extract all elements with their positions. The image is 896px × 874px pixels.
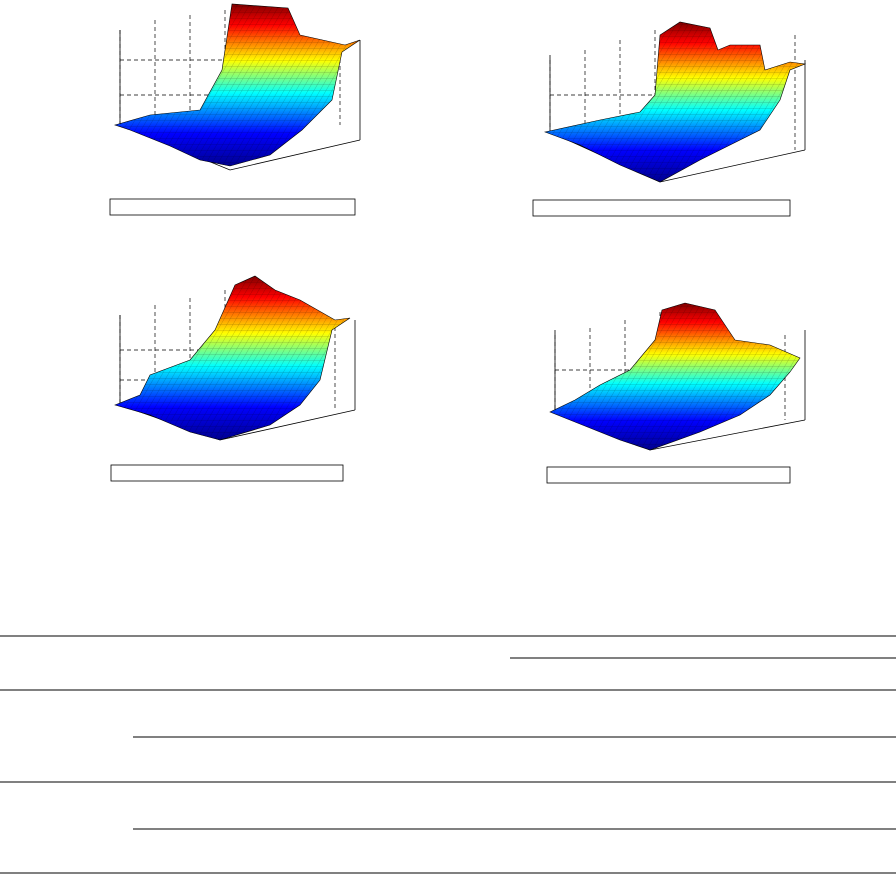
surface-plot	[543, 21, 807, 183]
axis-grid	[119, 10, 341, 125]
surface-plot	[549, 302, 806, 451]
colorbar	[546, 466, 791, 484]
table	[0, 635, 896, 874]
surface-mesh	[550, 303, 800, 450]
surface-mesh	[115, 4, 360, 166]
surface-plot	[114, 275, 356, 441]
colorbar	[110, 464, 344, 482]
surface-plot	[113, 3, 361, 171]
colorbar	[532, 199, 791, 217]
surface-mesh	[115, 276, 350, 440]
surface-mesh	[545, 22, 805, 182]
colorbar	[109, 198, 356, 216]
